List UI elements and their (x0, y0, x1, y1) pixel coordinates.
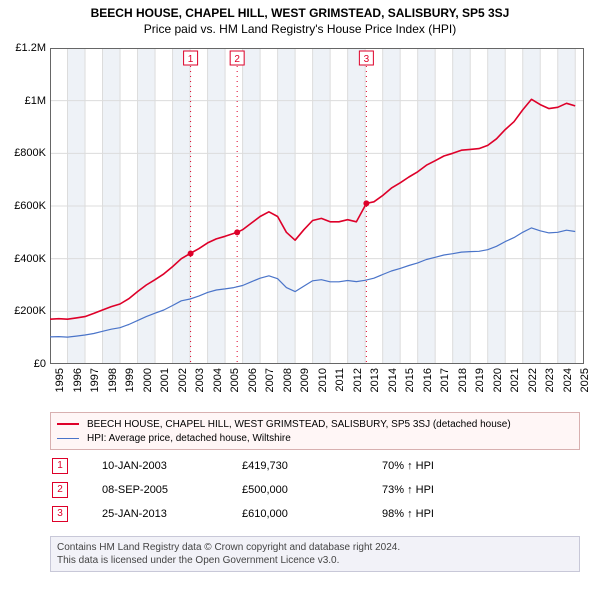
legend-swatch-property (57, 423, 79, 425)
y-axis-tick-label: £1M (0, 95, 46, 107)
x-axis-tick-label: 1995 (54, 368, 66, 408)
x-axis-tick-label: 2017 (439, 368, 451, 408)
x-axis-tick-label: 2023 (544, 368, 556, 408)
x-axis-tick-label: 2000 (142, 368, 154, 408)
x-axis-tick-label: 1996 (72, 368, 84, 408)
x-axis-tick-label: 2025 (579, 368, 591, 408)
svg-text:1: 1 (188, 54, 194, 65)
x-axis-tick-label: 2016 (422, 368, 434, 408)
x-axis-tick-label: 2001 (159, 368, 171, 408)
chart-title-sub: Price paid vs. HM Land Registry's House … (0, 22, 600, 36)
x-axis-tick-label: 1997 (89, 368, 101, 408)
line-chart-svg: 1 2 3 (50, 48, 584, 364)
x-axis-tick-label: 2012 (352, 368, 364, 408)
footer-line-2: This data is licensed under the Open Gov… (57, 554, 573, 567)
transaction-price: £610,000 (242, 508, 382, 520)
legend-row-property: BEECH HOUSE, CHAPEL HILL, WEST GRIMSTEAD… (57, 417, 573, 431)
legend-row-hpi: HPI: Average price, detached house, Wilt… (57, 431, 573, 445)
transaction-date: 10-JAN-2003 (102, 460, 242, 472)
table-row: 3 25-JAN-2013 £610,000 98% ↑ HPI (50, 502, 580, 526)
transaction-vs-hpi: 98% ↑ HPI (382, 508, 580, 520)
x-axis-tick-label: 2003 (194, 368, 206, 408)
transaction-date: 08-SEP-2005 (102, 484, 242, 496)
table-row: 2 08-SEP-2005 £500,000 73% ↑ HPI (50, 478, 580, 502)
transaction-price: £500,000 (242, 484, 382, 496)
x-axis-tick-label: 2014 (387, 368, 399, 408)
y-axis-tick-label: £200K (0, 305, 46, 317)
attribution-footer: Contains HM Land Registry data © Crown c… (50, 536, 580, 572)
x-axis-tick-label: 2011 (334, 368, 346, 408)
y-axis-tick-label: £1.2M (0, 42, 46, 54)
x-axis-tick-label: 2007 (264, 368, 276, 408)
transaction-vs-hpi: 73% ↑ HPI (382, 484, 580, 496)
x-axis-tick-label: 2024 (562, 368, 574, 408)
x-axis-tick-label: 2022 (527, 368, 539, 408)
y-axis-tick-label: £600K (0, 200, 46, 212)
x-axis-tick-label: 2008 (282, 368, 294, 408)
x-axis-tick-label: 2020 (492, 368, 504, 408)
x-axis-tick-label: 2018 (457, 368, 469, 408)
legend-box: BEECH HOUSE, CHAPEL HILL, WEST GRIMSTEAD… (50, 412, 580, 450)
transaction-price: £419,730 (242, 460, 382, 472)
x-axis-tick-label: 2004 (212, 368, 224, 408)
x-axis-tick-label: 2006 (247, 368, 259, 408)
legend-label-hpi: HPI: Average price, detached house, Wilt… (87, 433, 291, 444)
x-axis-tick-label: 2002 (177, 368, 189, 408)
y-axis-tick-label: £800K (0, 147, 46, 159)
transaction-vs-hpi: 70% ↑ HPI (382, 460, 580, 472)
svg-text:2: 2 (234, 54, 240, 65)
x-axis-tick-label: 2015 (404, 368, 416, 408)
transaction-date: 25-JAN-2013 (102, 508, 242, 520)
transaction-marker-icon: 1 (52, 458, 68, 474)
x-axis-tick-label: 2005 (229, 368, 241, 408)
x-axis-tick-label: 1998 (107, 368, 119, 408)
x-axis-tick-label: 2013 (369, 368, 381, 408)
x-axis-tick-label: 1999 (124, 368, 136, 408)
footer-line-1: Contains HM Land Registry data © Crown c… (57, 541, 573, 554)
transactions-table: 1 10-JAN-2003 £419,730 70% ↑ HPI 2 08-SE… (50, 454, 580, 526)
transaction-marker-icon: 3 (52, 506, 68, 522)
y-axis-tick-label: £0 (0, 358, 46, 370)
x-axis-tick-label: 2019 (474, 368, 486, 408)
chart-title-address: BEECH HOUSE, CHAPEL HILL, WEST GRIMSTEAD… (0, 6, 600, 20)
table-row: 1 10-JAN-2003 £419,730 70% ↑ HPI (50, 454, 580, 478)
legend-label-property: BEECH HOUSE, CHAPEL HILL, WEST GRIMSTEAD… (87, 419, 511, 430)
y-axis-tick-label: £400K (0, 253, 46, 265)
transaction-marker-icon: 2 (52, 482, 68, 498)
x-axis-tick-label: 2010 (317, 368, 329, 408)
x-axis-tick-label: 2021 (509, 368, 521, 408)
x-axis-tick-label: 2009 (299, 368, 311, 408)
chart-area: 1 2 3 (50, 48, 584, 364)
svg-text:3: 3 (364, 54, 370, 65)
chart-title-block: BEECH HOUSE, CHAPEL HILL, WEST GRIMSTEAD… (0, 0, 600, 36)
legend-swatch-hpi (57, 438, 79, 439)
